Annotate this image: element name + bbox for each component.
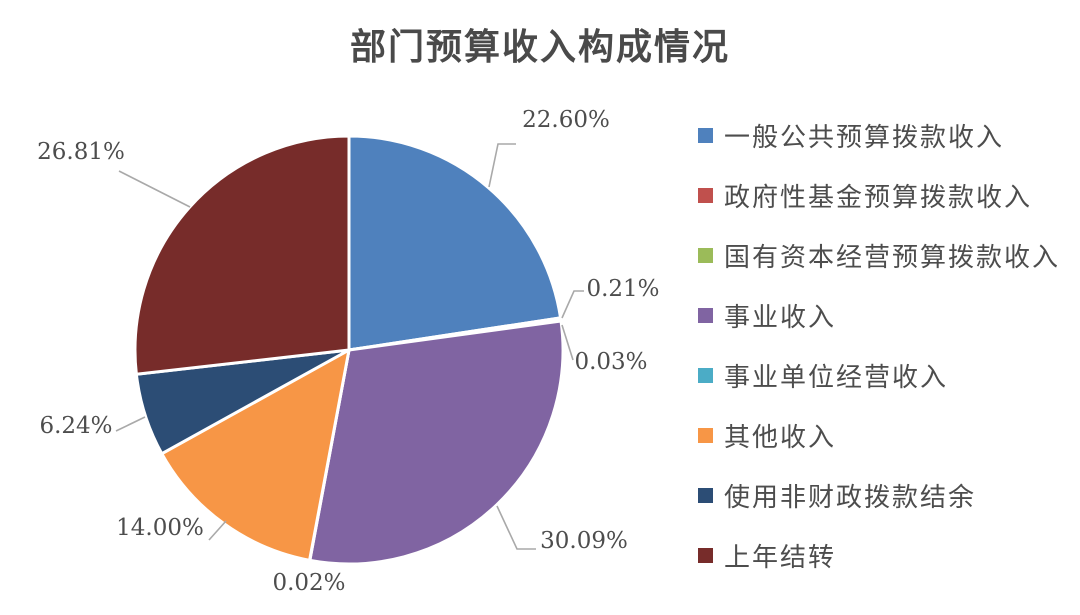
percent-label: 30.09% xyxy=(540,528,628,554)
leader-line xyxy=(496,505,536,550)
percent-label: 22.60% xyxy=(522,107,610,133)
legend-swatch-icon xyxy=(698,547,713,563)
legend-swatch-icon xyxy=(698,427,713,443)
percent-label: 14.00% xyxy=(116,515,204,541)
legend-item: 国有资本经营预算拨款收入 xyxy=(698,225,1060,285)
legend-swatch-icon xyxy=(698,487,713,503)
legend-label: 事业单位经营收入 xyxy=(724,362,949,393)
legend-item: 政府性基金预算拨款收入 xyxy=(698,165,1060,225)
percent-label: 0.02% xyxy=(272,570,345,596)
legend-item: 其他收入 xyxy=(698,405,1060,465)
legend-label: 事业收入 xyxy=(724,302,837,333)
leader-line xyxy=(208,520,227,541)
legend: 一般公共预算拨款收入 政府性基金预算拨款收入 国有资本经营预算拨款收入 事业收入… xyxy=(698,105,1060,585)
pie-slice xyxy=(133,134,351,376)
percent-label: 6.24% xyxy=(39,413,112,439)
leader-line xyxy=(488,143,516,188)
legend-label: 政府性基金预算拨款收入 xyxy=(724,182,1033,213)
leader-line xyxy=(118,170,191,208)
percent-label: 0.21% xyxy=(586,276,659,302)
legend-label: 国有资本经营预算拨款收入 xyxy=(724,242,1061,273)
leader-line xyxy=(115,416,146,432)
legend-label: 一般公共预算拨款收入 xyxy=(724,122,1005,153)
legend-item: 使用非财政拨款结余 xyxy=(698,465,1060,525)
percent-label: 26.81% xyxy=(37,139,125,165)
legend-item: 一般公共预算拨款收入 xyxy=(698,105,1060,165)
legend-item: 事业单位经营收入 xyxy=(698,345,1060,405)
legend-label: 使用非财政拨款结余 xyxy=(724,482,977,513)
pie-slice xyxy=(347,134,563,352)
legend-label: 上年结转 xyxy=(724,542,837,573)
legend-label: 其他收入 xyxy=(724,422,837,453)
legend-swatch-icon xyxy=(698,307,713,323)
leader-line xyxy=(561,324,574,361)
legend-item: 上年结转 xyxy=(698,525,1060,585)
pie-slice xyxy=(308,319,565,566)
leader-line xyxy=(561,290,584,319)
percent-label: 0.03% xyxy=(574,349,647,375)
legend-swatch-icon xyxy=(698,187,713,203)
chart-title: 部门预算收入构成情况 xyxy=(349,27,730,68)
legend-item: 事业收入 xyxy=(698,285,1060,345)
legend-swatch-icon xyxy=(698,367,713,383)
legend-swatch-icon xyxy=(698,247,713,263)
legend-swatch-icon xyxy=(698,127,713,143)
